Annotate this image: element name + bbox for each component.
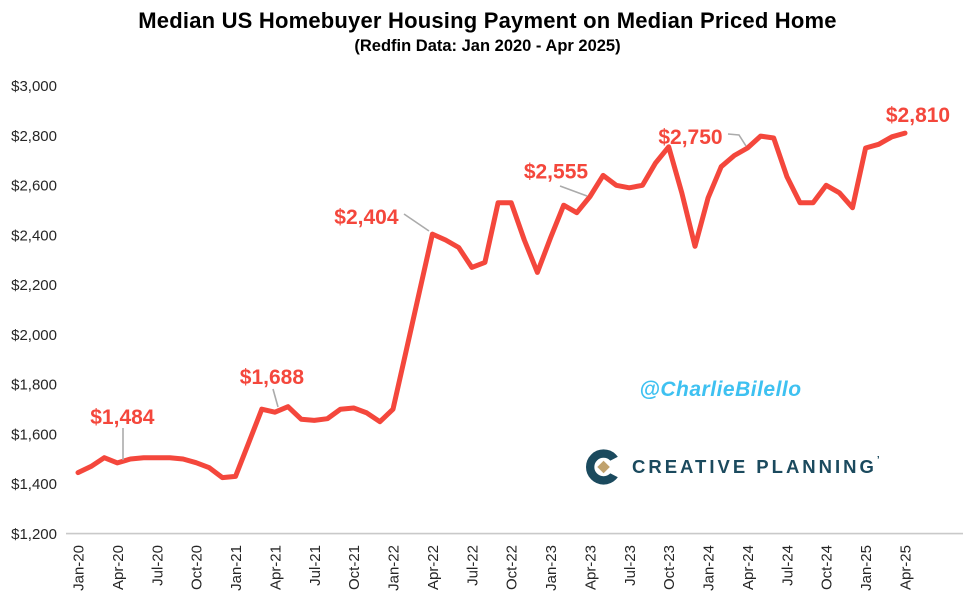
data-label: $2,404 bbox=[334, 206, 399, 229]
x-axis-tick-label: Jan-20 bbox=[71, 545, 88, 591]
chart-title: Median US Homebuyer Housing Payment on M… bbox=[138, 8, 837, 33]
data-label-leader-line bbox=[272, 388, 279, 408]
y-axis-tick-label: $2,200 bbox=[11, 277, 57, 294]
watermark-handle: @CharlieBilello bbox=[639, 378, 802, 401]
data-label: $2,555 bbox=[524, 161, 589, 184]
x-axis-tick-label: Jul-22 bbox=[464, 545, 481, 586]
chart-subtitle: (Redfin Data: Jan 2020 - Apr 2025) bbox=[354, 37, 621, 55]
x-axis-tick-label: Apr-24 bbox=[740, 545, 757, 590]
x-axis-tick-label: Jul-20 bbox=[149, 545, 166, 586]
x-axis-tick-label: Jul-23 bbox=[622, 545, 639, 586]
x-axis-tick-label: Oct-22 bbox=[504, 545, 521, 590]
y-axis-tick-label: $2,600 bbox=[11, 178, 57, 195]
x-axis-tick-label: Jan-24 bbox=[701, 545, 718, 591]
x-axis-tick-label: Jan-21 bbox=[228, 545, 245, 591]
x-axis-tick-label: Apr-22 bbox=[425, 545, 442, 590]
y-axis-tick-label: $1,800 bbox=[11, 377, 57, 394]
data-label: $2,810 bbox=[886, 104, 950, 127]
x-axis-tick-label: Jul-21 bbox=[307, 545, 324, 586]
data-label-leader-line bbox=[727, 133, 747, 147]
x-axis-tick-label: Oct-20 bbox=[189, 545, 206, 590]
x-axis-tick-label: Apr-23 bbox=[582, 545, 599, 590]
y-axis-tick-label: $1,600 bbox=[11, 426, 57, 443]
x-axis-tick-label: Apr-21 bbox=[267, 545, 284, 590]
data-label-leader-line bbox=[403, 213, 430, 232]
creative-planning-c-diamond-icon bbox=[586, 449, 623, 485]
data-label: $2,750 bbox=[658, 126, 722, 149]
y-axis-tick-label: $2,800 bbox=[11, 128, 57, 145]
x-axis-tick-label: Oct-24 bbox=[819, 545, 836, 590]
x-axis-tick-label: Oct-23 bbox=[661, 545, 678, 590]
y-axis-tick-label: $1,200 bbox=[11, 526, 57, 543]
x-axis-tick-label: Jan-22 bbox=[386, 545, 403, 591]
y-axis-tick-label: $1,400 bbox=[11, 476, 57, 493]
x-axis-tick-label: Apr-20 bbox=[110, 545, 127, 590]
y-axis-tick-label: $2,400 bbox=[11, 227, 57, 244]
creative-planning-logo: CREATIVE PLANNING’ bbox=[586, 447, 883, 487]
x-axis-tick-label: Jan-25 bbox=[858, 545, 875, 591]
x-axis-tick-label: Apr-25 bbox=[898, 545, 915, 590]
data-label-leader-line bbox=[559, 185, 588, 197]
y-axis-tick-label: $3,000 bbox=[11, 78, 57, 95]
x-axis-tick-label: Jul-24 bbox=[779, 545, 796, 586]
x-axis-tick-label: Oct-21 bbox=[346, 545, 363, 590]
logo-notch bbox=[598, 454, 623, 480]
data-label: $1,688 bbox=[240, 366, 305, 389]
payment-line bbox=[75, 130, 908, 481]
logo-wordmark: CREATIVE PLANNING’ bbox=[632, 455, 883, 478]
y-axis-tick-label: $2,000 bbox=[11, 327, 57, 344]
x-axis-tick-label: Jan-23 bbox=[543, 545, 560, 591]
data-label: $1,484 bbox=[90, 406, 155, 429]
logo-trademark: ’ bbox=[876, 455, 883, 466]
